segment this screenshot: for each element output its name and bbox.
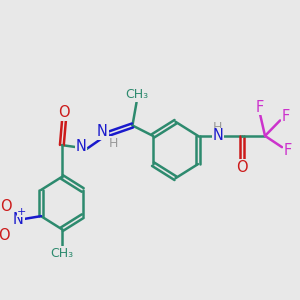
Text: O: O [236,160,248,175]
Text: CH₃: CH₃ [50,247,74,260]
Text: O: O [58,105,70,120]
Text: F: F [256,100,264,115]
Text: N: N [212,128,223,143]
Text: N: N [12,212,23,226]
Text: N: N [76,139,86,154]
Text: H: H [213,121,222,134]
Text: F: F [284,142,292,158]
Text: CH₃: CH₃ [125,88,148,101]
Text: H: H [109,137,118,150]
Text: O: O [0,199,12,214]
Text: F: F [282,110,290,124]
Text: +: + [17,207,26,217]
Text: N: N [97,124,108,139]
Text: O: O [0,228,10,243]
